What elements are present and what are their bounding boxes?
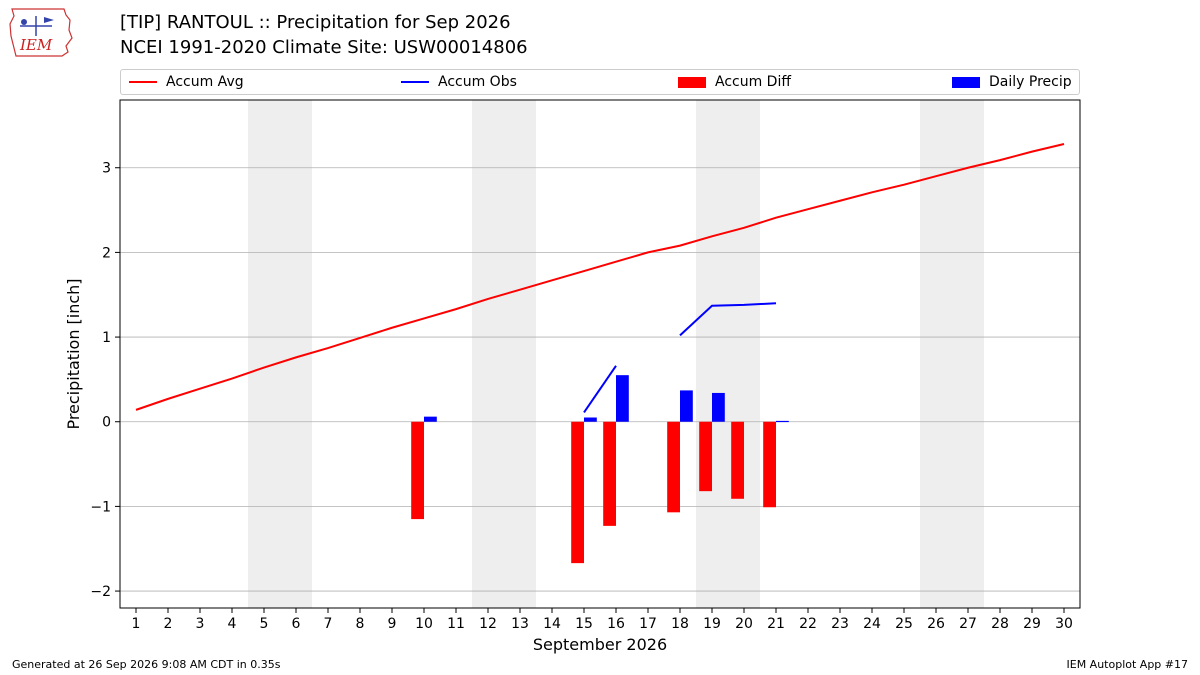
- x-tick-label: 10: [415, 616, 433, 632]
- y-tick-label: 3: [102, 161, 111, 177]
- daily-precip-bar: [424, 416, 437, 422]
- x-tick-label: 24: [863, 616, 881, 632]
- legend-label-accum-avg: Accum Avg: [166, 74, 244, 90]
- footer-generated: Generated at 26 Sep 2026 9:08 AM CDT in …: [12, 658, 281, 671]
- legend-item-daily-precip: Daily Precip: [952, 70, 1072, 94]
- x-tick-label: 23: [831, 616, 849, 632]
- x-tick-label: 29: [1023, 616, 1041, 632]
- x-tick-label: 12: [479, 616, 497, 632]
- accum-diff-bar: [699, 421, 712, 492]
- y-tick-label: 0: [102, 415, 111, 431]
- x-tick-label: 18: [671, 616, 689, 632]
- weekend-shade: [472, 100, 536, 608]
- iem-logo: IEM: [9, 8, 73, 57]
- x-tick-label: 17: [639, 616, 657, 632]
- legend-swatch-daily-precip: [952, 76, 980, 88]
- x-tick-label: 8: [356, 616, 365, 632]
- accum-diff-bar: [763, 421, 776, 508]
- x-tick-label: 15: [575, 616, 593, 632]
- accum-diff-bar: [667, 421, 680, 513]
- x-tick-label: 6: [292, 616, 301, 632]
- legend-label-accum-diff: Accum Diff: [715, 74, 792, 90]
- daily-precip-bar: [584, 417, 597, 422]
- y-tick-label: −1: [90, 499, 111, 515]
- accum-obs-line: [679, 302, 777, 337]
- accum-diff-bar: [571, 421, 584, 564]
- legend: Accum Avg Accum Obs Accum Diff Daily Pre…: [120, 69, 1080, 95]
- x-tick-label: 5: [260, 616, 269, 632]
- legend-swatch-accum-diff: [678, 76, 706, 88]
- x-tick-label: 20: [735, 616, 753, 632]
- legend-swatch-accum-avg: [129, 81, 157, 83]
- y-tick-label: 2: [102, 245, 111, 261]
- daily-precip-bar: [680, 390, 693, 422]
- x-tick-label: 30: [1055, 616, 1073, 632]
- legend-label-accum-obs: Accum Obs: [438, 74, 517, 90]
- weekend-shade: [248, 100, 312, 608]
- y-axis-label: Precipitation [inch]: [64, 278, 83, 429]
- legend-swatch-accum-obs: [401, 81, 429, 83]
- y-tick-label: 1: [102, 330, 111, 346]
- weekend-shade: [696, 100, 760, 608]
- legend-label-daily-precip: Daily Precip: [989, 74, 1072, 90]
- x-tick-label: 3: [196, 616, 205, 632]
- accum-diff-bar: [411, 421, 424, 520]
- x-tick-label: 26: [927, 616, 945, 632]
- legend-item-accum-avg: Accum Avg: [129, 70, 244, 94]
- plot-frame: [119, 99, 1081, 609]
- x-tick-label: 14: [543, 616, 561, 632]
- weekend-shade: [920, 100, 984, 608]
- accum-diff-bar: [603, 421, 616, 526]
- x-tick-label: 27: [959, 616, 977, 632]
- x-tick-label: 16: [607, 616, 625, 632]
- x-tick-label: 28: [991, 616, 1009, 632]
- legend-item-accum-diff: Accum Diff: [678, 70, 791, 94]
- logo-text: IEM: [19, 36, 53, 54]
- chart-subtitle: NCEI 1991-2020 Climate Site: USW00014806: [120, 37, 528, 58]
- x-tick-label: 19: [703, 616, 721, 632]
- x-tick-label: 4: [228, 616, 237, 632]
- x-axis-label: September 2026: [533, 635, 667, 654]
- chart-title: [TIP] RANTOUL :: Precipitation for Sep 2…: [120, 12, 511, 33]
- daily-precip-bar: [616, 375, 629, 422]
- x-tick-label: 7: [324, 616, 333, 632]
- x-tick-label: 11: [447, 616, 465, 632]
- x-tick-label: 25: [895, 616, 913, 632]
- daily-precip-bar: [712, 392, 725, 422]
- daily-precip-bar: [776, 420, 789, 423]
- legend-item-accum-obs: Accum Obs: [401, 70, 517, 94]
- x-tick-label: 21: [767, 616, 785, 632]
- x-tick-label: 22: [799, 616, 817, 632]
- x-tick-label: 13: [511, 616, 529, 632]
- accum-avg-line: [135, 143, 1065, 411]
- accum-obs-line: [583, 365, 617, 413]
- y-tick-label: −2: [90, 584, 111, 600]
- x-tick-label: 9: [388, 616, 397, 632]
- x-tick-label: 1: [132, 616, 141, 632]
- accum-diff-bar: [731, 421, 744, 499]
- footer-app-id: IEM Autoplot App #17: [1066, 658, 1189, 671]
- x-tick-label: 2: [164, 616, 173, 632]
